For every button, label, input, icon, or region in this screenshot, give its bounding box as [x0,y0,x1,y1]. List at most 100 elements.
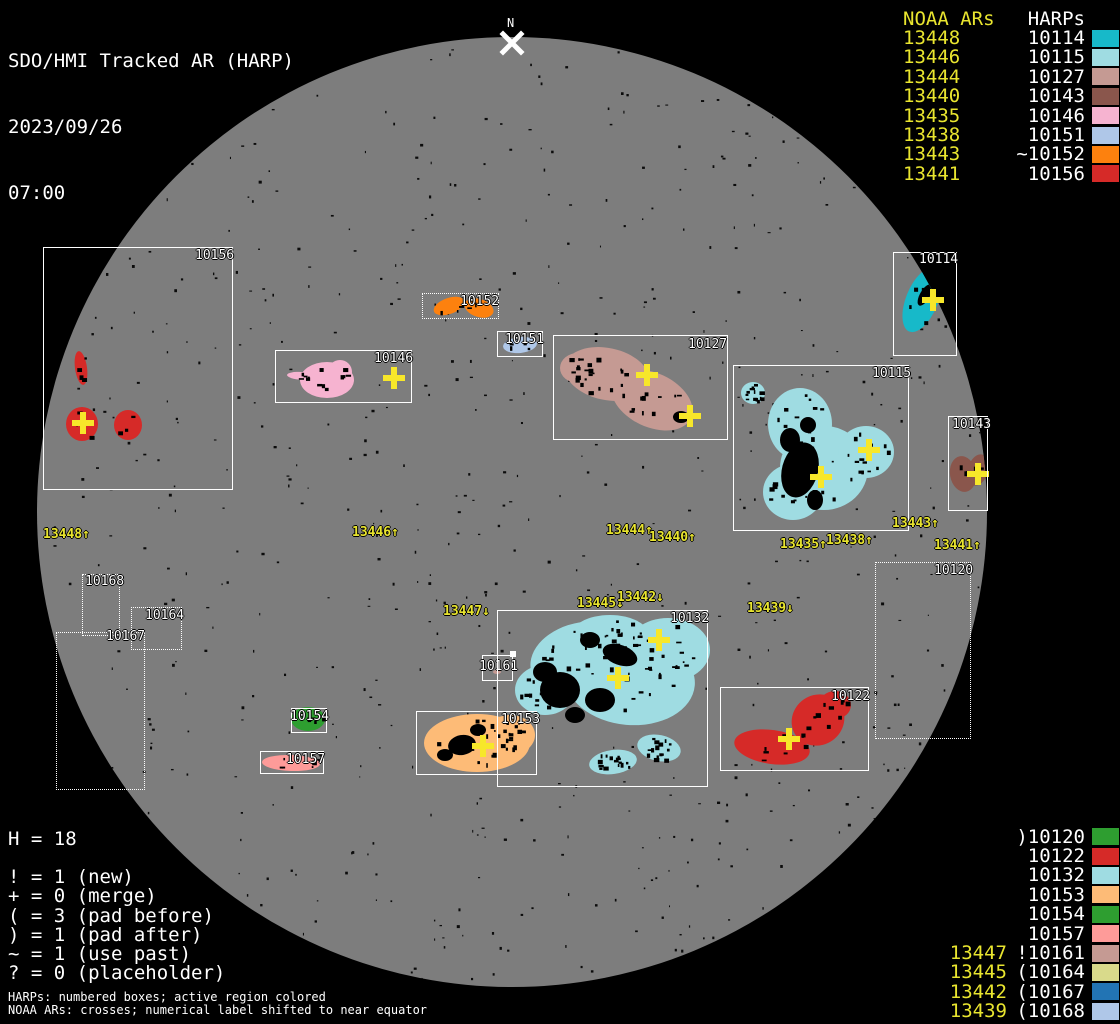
legend-header-harps: HARPs [1027,7,1085,30]
color-swatch [1092,29,1119,47]
legend-row-10157: 10157 [895,922,1119,945]
noaa-ar-cross-10115 [810,466,832,488]
north-indicator-label: N [507,16,515,30]
noaa-ar-cross-10153 [472,735,494,757]
color-swatch [1092,963,1119,981]
color-swatch [1092,1002,1119,1020]
noaa-number: 13445 [949,961,1007,984]
legend-row-10132: 10132 [895,864,1119,887]
legend-row-10143: 13440 10143 [903,85,1119,108]
noaa-ar-cross-10132 [607,667,629,689]
noaa-number: 13438 [903,124,961,147]
stats-legend: H = 18 ! = 1 (new) + = 0 (merge)( = 3 (pa… [8,828,225,984]
noaa-number: 13448 [903,27,961,50]
color-swatch [1092,847,1119,865]
harp-number: 10122 [1027,845,1085,868]
legend-row-10154: 10154 [895,903,1119,926]
harp-number: 10114 [1027,27,1085,50]
color-swatch [1092,925,1119,943]
harp-number: 10153 [1027,883,1085,906]
legend-row-10153: 10153 [895,883,1119,906]
stat-line: ! = 1 (new) [8,866,134,888]
harp-number: 10154 [1027,903,1085,926]
harp-number: 10143 [1027,85,1085,108]
legend-row-10167: 13442 (10167 [895,980,1119,1003]
color-swatch [1092,48,1119,66]
box-corner-marker-10161 [510,651,516,657]
legend-row-10127: 13444 10127 [903,65,1119,88]
legend-row-10115: 13446 10115 [903,46,1119,69]
noaa-number: 13442 [949,980,1007,1003]
stat-line: ? = 0 (placeholder) [8,962,226,985]
noaa-ar-cross-10115 [858,439,880,461]
footnote: NOAA ARs: crosses; numerical label shift… [8,1002,428,1017]
harp-number: 10132 [1027,864,1085,887]
footnote: HARPs: numbered boxes; active region col… [8,990,326,1004]
legend-header-row: NOAA ARs HARPs [903,7,1119,30]
noaa-ar-cross-10114 [922,289,944,311]
harp-number: )10120 [1016,825,1085,848]
active-region-blob-10161 [493,670,501,674]
harp-count: H = 18 [8,828,77,850]
color-swatch [1092,983,1119,1001]
observation-time: 07:00 [8,182,66,204]
color-swatch [1092,126,1119,144]
legend-row-10161: 13447 !10161 [895,942,1119,965]
harp-number: (10164 [1016,961,1085,984]
stat-line: + = 0 (merge) [8,885,157,908]
color-swatch [1092,165,1119,183]
legend-row-10152: 13443 ~10152 [903,143,1119,166]
active-region-blob-10115 [741,382,765,404]
noaa-ar-cross-10122 [778,728,800,750]
color-swatch [1092,145,1119,163]
active-region-blob-10146 [328,360,352,384]
stat-line: ( = 3 (pad before) [8,904,214,927]
color-swatch [1092,905,1119,923]
harp-number: 10156 [1027,162,1085,185]
active-region-blob-10152 [433,296,465,316]
stat-lines: ! = 1 (new) + = 0 (merge)( = 3 (pad befor… [8,866,226,985]
noaa-number: 13444 [903,65,961,88]
noaa-ar-cross-10146 [383,367,405,389]
color-swatch [1092,944,1119,962]
harp-number: !10161 [1016,942,1085,965]
noaa-number: 13446 [903,46,961,69]
legend-row-10120: )10120 [895,825,1119,848]
stat-line: ) = 1 (pad after) [8,923,203,946]
active-region-blob-10152 [464,298,494,318]
harp-number: ~10152 [1016,143,1085,166]
magnetogram-speckle-layer [53,49,987,981]
legend-row-10151: 13438 10151 [903,124,1119,147]
harp-number: 10115 [1027,46,1085,69]
legend-row-10168: 13439 (10168 [895,1000,1119,1023]
active-region-blob-10127 [611,369,693,431]
active-region-blob-10122 [819,691,851,719]
stat-line: ~ = 1 (use past) [8,943,192,966]
color-swatch [1092,68,1119,86]
harp-number: (10167 [1016,980,1085,1003]
noaa-ar-cross-10132 [648,629,670,651]
active-region-blob-10156 [114,410,142,440]
noaa-number: 13435 [903,104,961,127]
color-swatch [1092,107,1119,125]
harp-number: 10146 [1027,104,1085,127]
footnotes: HARPs: numbered boxes; active region col… [8,991,427,1016]
page-title: SDO/HMI Tracked AR (HARP) [8,50,294,72]
active-region-blob-10157 [262,754,320,772]
legend-row-10114: 13448 10114 [903,27,1119,50]
noaa-number: 13439 [949,1000,1007,1023]
legend-row-10156: 13441 10156 [903,162,1119,185]
color-swatch [1092,87,1119,105]
legend-row-10122: 10122 [895,845,1119,868]
harp-number: 10127 [1027,65,1085,88]
noaa-ar-cross-10143 [967,463,989,485]
noaa-ar-cross-10127 [679,405,701,427]
noaa-number: 13443 [903,143,961,166]
noaa-number: 13441 [903,162,961,185]
noaa-ar-cross-10156 [72,412,94,434]
legend-row-10164: 13445 (10164 [895,961,1119,984]
legend-header-spacer [1092,10,1119,27]
legend-bottom-right: )10120 10122 10132 10153 10154 10157 13447 !101… [895,825,1119,1023]
harp-number: 10157 [1027,922,1085,945]
